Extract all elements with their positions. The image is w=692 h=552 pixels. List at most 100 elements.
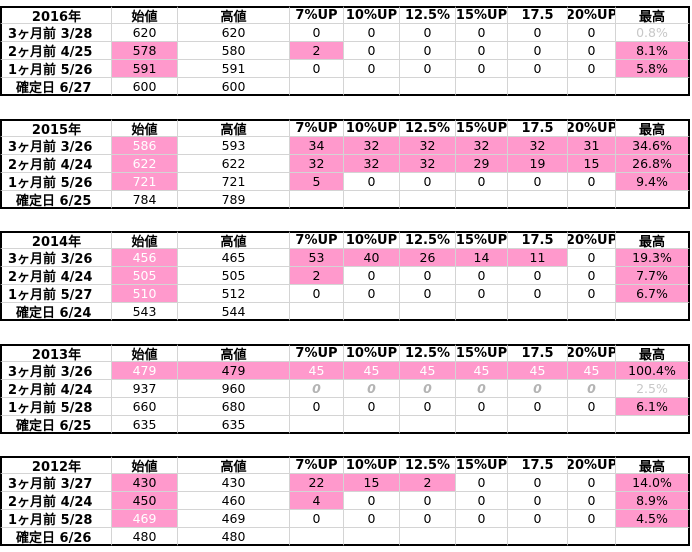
value-cell: [456, 191, 508, 209]
value-cell: 0: [568, 492, 616, 510]
value-cell: 0: [508, 42, 568, 60]
value-cell: 0: [344, 492, 400, 510]
value-cell: 505: [178, 267, 290, 285]
value-cell: 600: [178, 78, 290, 96]
value-cell: 430: [178, 474, 290, 492]
value-cell: 544: [178, 303, 290, 321]
value-cell: 19: [508, 155, 568, 173]
column-header: 17.5: [508, 456, 568, 474]
value-cell: 11: [508, 249, 568, 267]
year-header: 2012年: [0, 456, 112, 474]
value-cell: 34: [290, 137, 344, 155]
row-label: 3ヶ月前 3/26: [0, 362, 112, 380]
column-header: 10%UP: [344, 6, 400, 24]
value-cell: 0: [344, 24, 400, 42]
column-header: 20%UP: [568, 6, 616, 24]
column-header: 15%UP: [456, 456, 508, 474]
value-cell: 0: [456, 398, 508, 416]
value-cell: 0: [568, 60, 616, 78]
value-cell: [568, 303, 616, 321]
value-cell: 0: [568, 267, 616, 285]
column-header: 最高: [616, 6, 690, 24]
value-cell: 0: [508, 398, 568, 416]
confirm-date-label: 確定日 6/25: [0, 416, 112, 434]
value-cell: 0: [344, 60, 400, 78]
value-cell: [508, 78, 568, 96]
value-cell: 0: [568, 380, 616, 398]
value-cell: 45: [344, 362, 400, 380]
value-cell: [400, 303, 456, 321]
value-cell: 0: [400, 398, 456, 416]
value-cell: 0: [344, 380, 400, 398]
column-header: 20%UP: [568, 344, 616, 362]
value-cell: [456, 78, 508, 96]
value-cell: 937: [112, 380, 178, 398]
value-cell: 0: [456, 24, 508, 42]
value-cell: 622: [112, 155, 178, 173]
value-cell: 469: [178, 510, 290, 528]
value-cell: 45: [400, 362, 456, 380]
row-label: 1ヶ月前 5/26: [0, 173, 112, 191]
value-cell: 578: [112, 42, 178, 60]
value-cell: 26: [400, 249, 456, 267]
value-cell: [344, 78, 400, 96]
column-header: 7%UP: [290, 119, 344, 137]
value-cell: 0: [508, 474, 568, 492]
column-header: 15%UP: [456, 231, 508, 249]
row-label: 3ヶ月前 3/26: [0, 249, 112, 267]
value-cell: 450: [112, 492, 178, 510]
max-rate-cell: 100.4%: [616, 362, 690, 380]
value-cell: [400, 191, 456, 209]
max-rate-cell: 8.1%: [616, 42, 690, 60]
column-header: 始値: [112, 344, 178, 362]
row-label: 3ヶ月前 3/28: [0, 24, 112, 42]
value-cell: [290, 78, 344, 96]
value-cell: 0: [508, 24, 568, 42]
column-header: 7%UP: [290, 231, 344, 249]
value-cell: 32: [508, 137, 568, 155]
column-header: 最高: [616, 119, 690, 137]
max-rate-cell: 26.8%: [616, 155, 690, 173]
value-cell: 40: [344, 249, 400, 267]
value-cell: 591: [178, 60, 290, 78]
value-cell: 32: [400, 137, 456, 155]
column-header: 7%UP: [290, 456, 344, 474]
value-cell: 0: [568, 474, 616, 492]
column-header: 17.5: [508, 344, 568, 362]
max-rate-cell: 6.1%: [616, 398, 690, 416]
column-header: 20%UP: [568, 231, 616, 249]
row-label: 1ヶ月前 5/28: [0, 510, 112, 528]
value-cell: [568, 78, 616, 96]
value-cell: 469: [112, 510, 178, 528]
value-cell: [344, 528, 400, 546]
value-cell: 0: [456, 42, 508, 60]
value-cell: [508, 191, 568, 209]
max-rate-cell: 0.8%: [616, 24, 690, 42]
value-cell: 0: [456, 173, 508, 191]
value-cell: 0: [508, 380, 568, 398]
value-cell: 0: [568, 24, 616, 42]
value-cell: 0: [290, 60, 344, 78]
value-cell: 0: [400, 173, 456, 191]
value-cell: 15: [344, 474, 400, 492]
value-cell: 0: [568, 285, 616, 303]
year-header: 2014年: [0, 231, 112, 249]
value-cell: 0: [456, 474, 508, 492]
value-cell: 0: [344, 267, 400, 285]
value-cell: 32: [456, 137, 508, 155]
column-header: 12.5%: [400, 456, 456, 474]
column-header: 12.5%: [400, 6, 456, 24]
column-header: 17.5: [508, 119, 568, 137]
value-cell: 0: [456, 60, 508, 78]
value-cell: 721: [112, 173, 178, 191]
value-cell: 593: [178, 137, 290, 155]
max-rate-cell: 7.7%: [616, 267, 690, 285]
column-header: 12.5%: [400, 231, 456, 249]
value-cell: 480: [178, 528, 290, 546]
column-header: 7%UP: [290, 6, 344, 24]
value-cell: 0: [290, 510, 344, 528]
value-cell: 789: [178, 191, 290, 209]
value-cell: 45: [568, 362, 616, 380]
value-cell: 0: [344, 42, 400, 60]
value-cell: 0: [290, 24, 344, 42]
